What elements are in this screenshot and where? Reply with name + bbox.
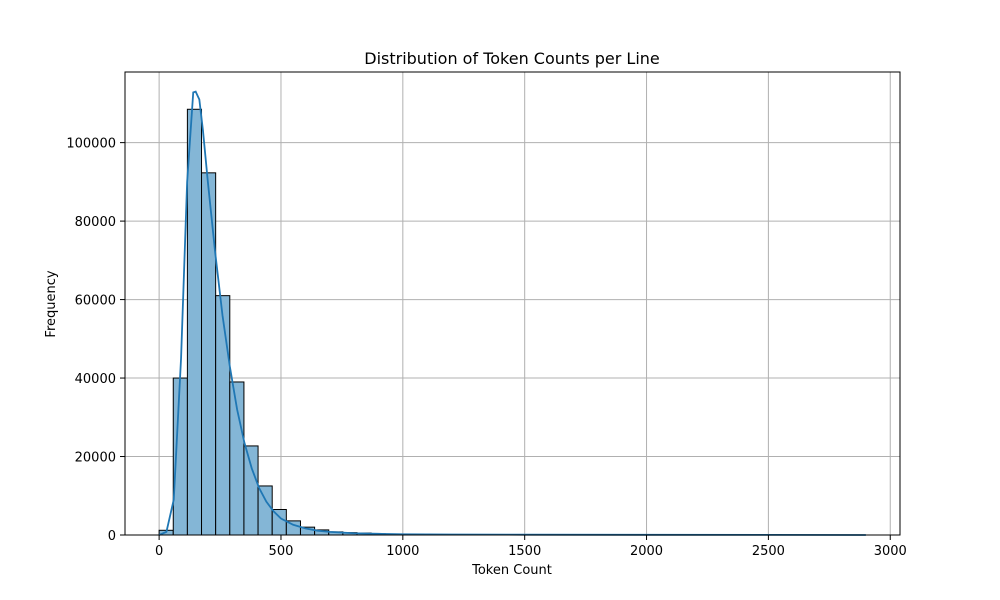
- x-tick-label: 3000: [874, 544, 907, 559]
- chart-title: Distribution of Token Counts per Line: [364, 49, 660, 68]
- x-tick-label: 500: [269, 544, 294, 559]
- x-axis-label: Token Count: [471, 563, 552, 578]
- y-tick-label: 40000: [75, 372, 116, 387]
- kde-curve: [158, 90, 866, 536]
- y-axis-label: Frequency: [44, 270, 59, 337]
- x-tick-label: 1500: [508, 544, 541, 559]
- grid-lines: [125, 72, 900, 536]
- histogram-bar: [186, 108, 203, 536]
- histogram-bar: [215, 295, 231, 536]
- y-tick-label: 80000: [75, 215, 116, 230]
- x-tick-label: 0: [155, 544, 163, 559]
- y-tick-label: 100000: [66, 137, 116, 152]
- x-tick-label: 1000: [386, 544, 419, 559]
- x-tick-label: 2500: [752, 544, 785, 559]
- y-axis-ticks: 0 20000 40000 60000 80000 100000: [66, 137, 125, 544]
- y-tick-label: 0: [108, 529, 116, 544]
- kde-curve-group: [158, 90, 866, 536]
- y-tick-label: 20000: [75, 451, 116, 466]
- plot-frame: [124, 71, 901, 536]
- x-axis-ticks: 0 500 1000 1500 2000 2500 3000: [155, 535, 907, 559]
- x-tick-label: 2000: [630, 544, 663, 559]
- histogram-bar: [257, 485, 273, 536]
- y-tick-label: 60000: [75, 294, 116, 309]
- histogram-bar: [201, 172, 217, 536]
- histogram-bar: [243, 445, 259, 536]
- histogram-bars: [158, 108, 415, 536]
